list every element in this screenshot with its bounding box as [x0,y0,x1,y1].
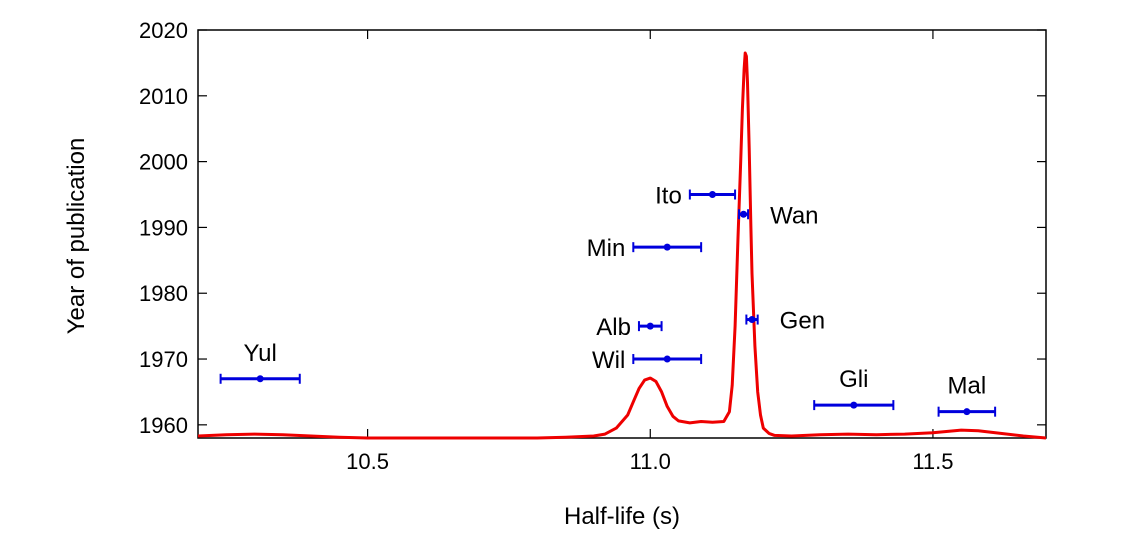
data-point-marker [663,355,671,363]
data-point-marker [748,316,756,324]
data-point-marker [740,210,748,218]
data-point-wil: Wil [592,347,703,374]
data-label: Yul [243,340,276,367]
density-curve [197,51,1047,440]
data-point-ito: Ito [655,183,737,210]
data-point-marker [850,401,858,409]
data-point-marker [963,408,971,416]
x-tick-label: 11.5 [912,449,953,474]
data-point-marker [708,191,716,199]
data-label: Min [587,235,626,262]
data-label: Wil [592,347,625,374]
data-label: Wan [770,202,818,229]
density-curve-layer [197,51,1047,440]
data-point-marker [663,243,671,251]
x-axis: 10.5 11.0 11.5 [346,30,954,474]
data-label: Alb [596,314,631,341]
y-tick-label: 2010 [139,84,188,109]
data-point-gen: Gen [745,308,825,335]
data-label: Gli [839,366,868,393]
data-label: Mal [948,373,987,400]
data-point-mal: Mal [937,373,997,417]
data-label: Ito [655,183,682,210]
y-tick-label: 2020 [139,18,188,43]
y-tick-label: 1990 [139,215,188,240]
y-tick-label: 1960 [139,413,188,438]
y-tick-label: 1970 [139,347,188,372]
x-tick-label: 10.5 [346,449,389,474]
data-point-marker [256,375,264,383]
data-point-marker [646,322,654,330]
data-point-alb: Alb [596,314,663,341]
data-point-min: Min [587,235,703,262]
y-axis-title: Year of publication [63,138,90,335]
data-point-gli: Gli [813,366,895,411]
x-tick-label: 11.0 [630,449,671,474]
data-points-layer: Yul Wil Alb Gen Min Wan Ito Gli Mal [219,183,997,417]
x-axis-title: Half-life (s) [564,503,680,530]
y-axis: 1960 1970 1980 1990 2000 2010 2020 [139,18,1046,438]
y-tick-label: 2000 [139,150,188,175]
plot-area [197,29,1047,439]
data-label: Gen [780,308,825,335]
plot-frame [197,29,1047,439]
data-point-yul: Yul [219,340,301,384]
y-tick-label: 1980 [139,281,188,306]
data-point-wan: Wan [738,202,819,229]
